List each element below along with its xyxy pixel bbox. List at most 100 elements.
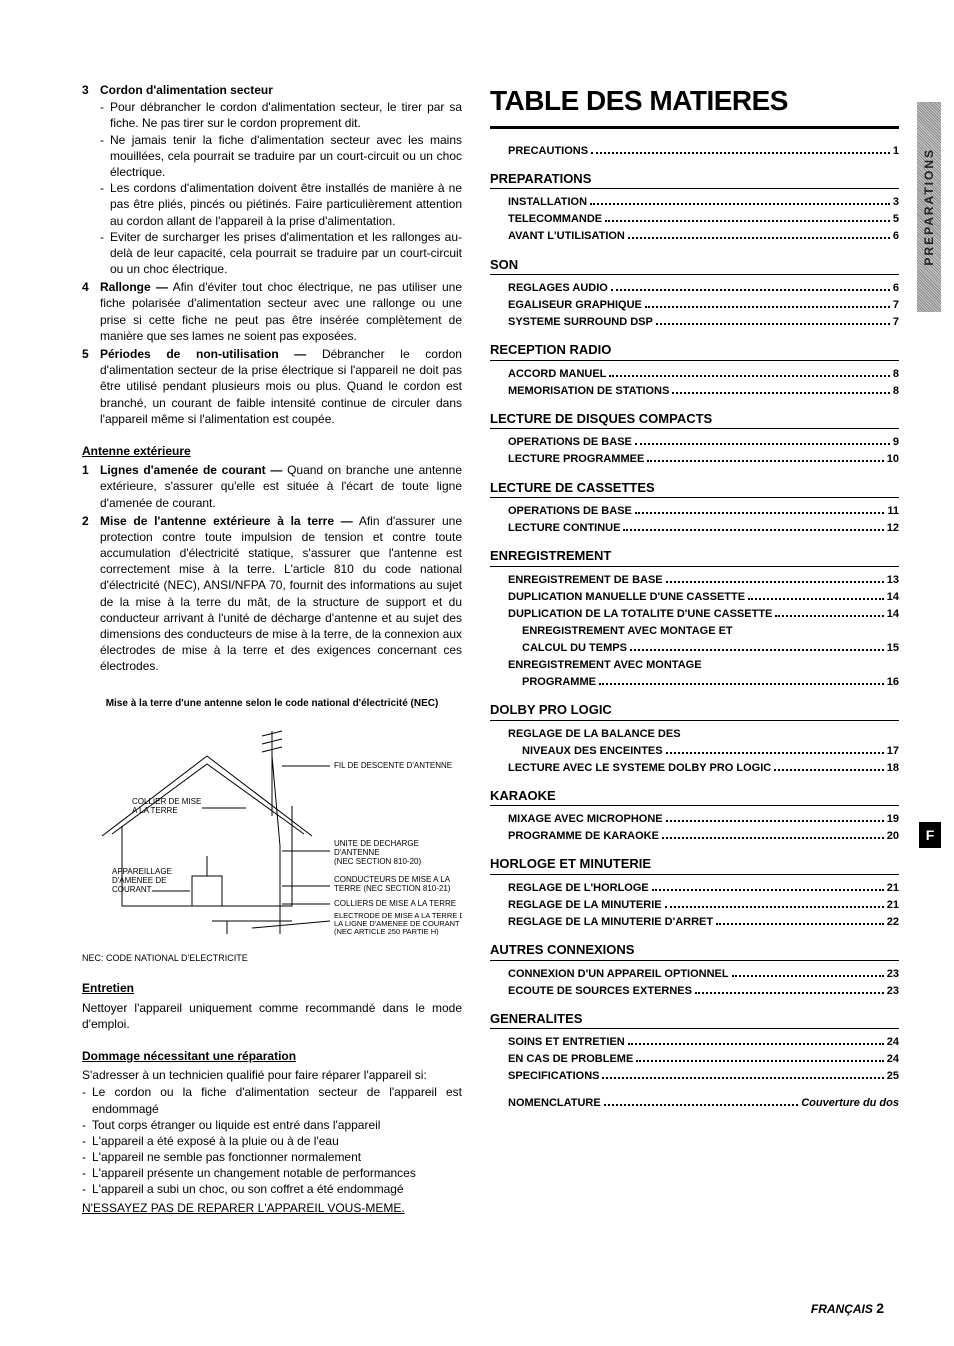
toc-dots — [665, 906, 884, 908]
toc-item-page: 12 — [887, 520, 899, 537]
toc-item-page: 14 — [887, 606, 899, 623]
lbl-cond: CONDUCTEURS DE MISE A LATERRE (NEC SECTI… — [334, 875, 451, 893]
toc-dots — [590, 203, 890, 205]
toc-dots — [628, 1043, 884, 1045]
lbl-unite: UNITE DE DECHARGED'ANTENNE(NEC SECTION 8… — [334, 839, 421, 866]
dmg-4: L'appareil présente un changement notabl… — [92, 1165, 462, 1181]
ant-1: 1 Lignes d'amenée de courant — Quand on … — [82, 462, 462, 511]
toc-item-label: LECTURE CONTINUE — [508, 520, 620, 537]
toc-section: AUTRES CONNEXIONSCONNEXION D'UN APPAREIL… — [490, 941, 899, 1000]
toc-dots — [635, 443, 890, 445]
toc-section: GENERALITESSOINS ET ENTRETIEN24EN CAS DE… — [490, 1010, 899, 1086]
page-footer: FRANÇAIS 2 — [811, 1299, 884, 1318]
toc-section-heading: SON — [490, 256, 899, 276]
item-5: 5 Périodes de non-utilisation — Débranch… — [82, 346, 462, 427]
toc-item-page: 15 — [887, 640, 899, 657]
toc-sections: PREPARATIONSINSTALLATION3TELECOMMANDE5AV… — [490, 170, 899, 1086]
toc-item-page: 16 — [887, 674, 899, 691]
toc-item-label: ECOUTE DE SOURCES EXTERNES — [508, 983, 692, 1000]
toc-section-heading: LECTURE DE CASSETTES — [490, 479, 899, 499]
i3-b2: Les cordons d'alimentation doivent être … — [110, 180, 462, 229]
toc-item-page: 3 — [893, 194, 899, 211]
toc-dots — [732, 975, 884, 977]
toc-section: ENREGISTREMENTENREGISTREMENT DE BASE13DU… — [490, 547, 899, 691]
toc-dots — [602, 1077, 883, 1079]
lbl-appareil: APPAREILLAGED'AMENEE DECOURANT — [112, 867, 172, 894]
i3-b0: Pour débrancher le cordon d'alimentation… — [110, 99, 462, 131]
toc-item: SOINS ET ENTRETIEN24 — [508, 1034, 899, 1051]
toc-item-continuation: ENREGISTREMENT AVEC MONTAGE ET — [508, 623, 899, 640]
toc-section-items: REGLAGE DE LA BALANCE DESNIVEAUX DES ENC… — [490, 726, 899, 777]
toc-dots — [636, 1060, 883, 1062]
no-repair-warning: N'ESSAYEZ PAS DE REPARER L'APPAREIL VOUS… — [82, 1200, 462, 1216]
toc-item-page: 23 — [887, 983, 899, 1000]
dmg-5: L'appareil a subi un choc, ou son coffre… — [92, 1181, 462, 1197]
toc-dots — [662, 837, 884, 839]
toc-item: SPECIFICATIONS25 — [508, 1068, 899, 1085]
toc-item-page: 14 — [887, 589, 899, 606]
toc-dots — [774, 769, 884, 771]
toc-dots — [609, 375, 889, 377]
toc-item: CALCUL DU TEMPS15 — [508, 640, 899, 657]
toc-item: REGLAGES AUDIO6 — [508, 280, 899, 297]
toc-item-page: 6 — [893, 280, 899, 297]
toc-item-page: 11 — [887, 503, 899, 520]
toc-dots — [748, 598, 884, 600]
toc-item-page: 24 — [887, 1051, 899, 1068]
toc-nomenclature-page: Couverture du dos — [801, 1095, 899, 1112]
toc-section-items: CONNEXION D'UN APPAREIL OPTIONNEL23ECOUT… — [490, 966, 899, 1000]
toc-dots — [672, 392, 890, 394]
toc-item: MEMORISATION DE STATIONS8 — [508, 383, 899, 400]
dmg-0: Le cordon ou la fiche d'alimentation sec… — [92, 1084, 462, 1116]
toc-dots — [628, 237, 890, 239]
toc-item-continuation: ENREGISTREMENT AVEC MONTAGE — [508, 657, 899, 674]
toc-section: HORLOGE ET MINUTERIE REGLAGE DE L'HORLOGE… — [490, 855, 899, 931]
toc-item-label: PROGRAMME DE KARAOKE — [508, 828, 659, 845]
toc-section-heading: RECEPTION RADIO — [490, 341, 899, 361]
diagram-caption: Mise à la terre d'une antenne selon le c… — [82, 697, 462, 711]
toc-item: SYSTEME SURROUND DSP7 — [508, 314, 899, 331]
toc-item-label: REGLAGE DE L'HORLOGE — [508, 880, 649, 897]
side-tab-label: PREPARATIONS — [921, 148, 937, 266]
toc-dots — [647, 460, 883, 462]
toc-item-label: INSTALLATION — [508, 194, 587, 211]
dommage-heading: Dommage nécessitant une réparation — [82, 1048, 462, 1064]
toc-item-page: 23 — [887, 966, 899, 983]
toc-section-items: OPERATIONS DE BASE9LECTURE PROGRAMMEE10 — [490, 434, 899, 468]
left-column: 3 Cordon d'alimentation secteur -Pour dé… — [82, 82, 462, 1216]
antenne-list: 1 Lignes d'amenée de courant — Quand on … — [82, 462, 462, 674]
lbl-collier: COLLIER DE MISEA LA TERRE — [132, 797, 201, 815]
toc-dots — [716, 923, 884, 925]
toc-item: EN CAS DE PROBLEME24 — [508, 1051, 899, 1068]
item-3: 3 Cordon d'alimentation secteur -Pour dé… — [82, 82, 462, 277]
item-5-title: Périodes de non-utilisation — — [100, 347, 306, 361]
toc-item: PROGRAMME DE KARAOKE20 — [508, 828, 899, 845]
item-4-num: 4 — [82, 279, 100, 344]
toc-item: REGLAGE DE LA MINUTERIE D'ARRET22 — [508, 914, 899, 931]
toc-item: EGALISEUR GRAPHIQUE7 — [508, 297, 899, 314]
toc-item-page: 17 — [887, 743, 899, 760]
toc-item-page: 18 — [887, 760, 899, 777]
toc-dots — [775, 615, 883, 617]
toc-section: LECTURE DE DISQUES COMPACTSOPERATIONS DE… — [490, 410, 899, 469]
toc-item-page: 6 — [893, 228, 899, 245]
toc-item-label: EGALISEUR GRAPHIQUE — [508, 297, 642, 314]
toc-item-label: NIVEAUX DES ENCEINTES — [522, 743, 663, 760]
toc-item-label: REGLAGE DE LA MINUTERIE D'ARRET — [508, 914, 713, 931]
dmg-1: Tout corps étranger ou liquide est entré… — [92, 1117, 462, 1133]
toc-item-page: 21 — [887, 897, 899, 914]
item-4-title: Rallonge — — [100, 280, 168, 294]
toc-section: LECTURE DE CASSETTESOPERATIONS DE BASE11… — [490, 479, 899, 538]
toc-item-label: TELECOMMANDE — [508, 211, 602, 228]
toc-item-page: 13 — [887, 572, 899, 589]
toc-dots — [666, 820, 884, 822]
language-tab: F — [919, 822, 941, 848]
toc-section-heading: PREPARATIONS — [490, 170, 899, 190]
nec-footnote: NEC: CODE NATIONAL D'ELECTRICITE — [82, 952, 462, 964]
toc-dots — [599, 683, 884, 685]
toc-section-heading: HORLOGE ET MINUTERIE — [490, 855, 899, 875]
toc-dots — [645, 306, 890, 308]
toc-title: TABLE DES MATIERES — [490, 82, 899, 129]
lbl-electrode: ELECTRODE DE MISE A LA TERRE DELA LIGNE … — [334, 911, 462, 936]
toc-dots — [695, 992, 884, 994]
